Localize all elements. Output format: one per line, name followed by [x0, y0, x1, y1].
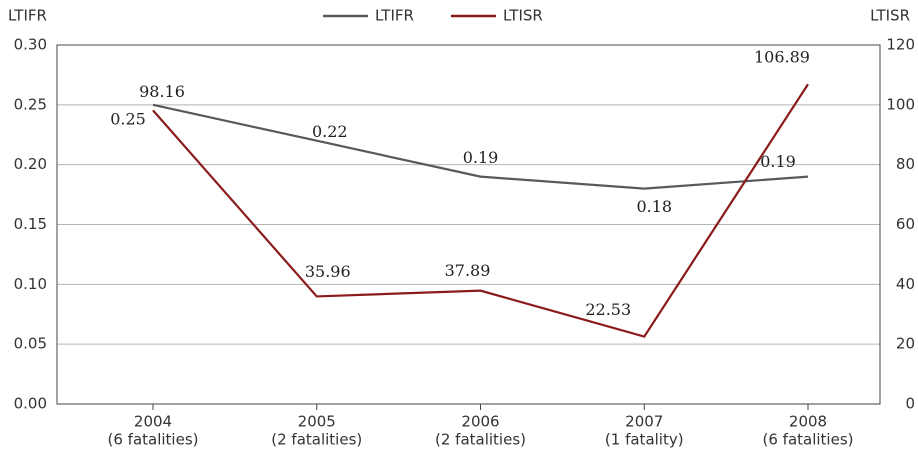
y-tick-label: 0.00 — [14, 395, 47, 413]
data-label: 0.25 — [110, 109, 146, 128]
y2-tick-label: 20 — [896, 335, 915, 353]
y2-tick-label: 0 — [905, 395, 915, 413]
y2-tick-label: 100 — [886, 95, 915, 113]
data-label: 98.16 — [139, 82, 185, 101]
data-label: 0.18 — [636, 197, 672, 216]
y2-axis-title: LTISR — [870, 7, 910, 25]
x-tick-note: (6 fatalities) — [108, 431, 199, 449]
x-tick-label: 2008 — [789, 413, 827, 431]
plot-frame — [56, 44, 881, 405]
data-label: 22.53 — [585, 300, 631, 319]
legend-label: LTISR — [503, 7, 543, 25]
y-axis-title: LTIFR — [8, 7, 47, 25]
x-tick-note: (1 fatality) — [605, 431, 684, 449]
y2-tick-label: 60 — [896, 215, 915, 233]
data-label: 35.96 — [305, 262, 351, 281]
y-tick-label: 0.10 — [14, 275, 47, 293]
x-tick-note: (6 fatalities) — [763, 431, 854, 449]
x-tick-label: 2004 — [134, 413, 172, 431]
y-tick-label: 0.05 — [14, 335, 47, 353]
y-tick-label: 0.20 — [14, 155, 47, 173]
y2-tick-label: 80 — [896, 155, 915, 173]
data-label: 106.89 — [754, 48, 810, 67]
y-tick-label: 0.30 — [14, 36, 47, 54]
data-label: 37.89 — [445, 261, 491, 280]
x-tick-note: (2 fatalities) — [435, 431, 526, 449]
y-tick-label: 0.15 — [14, 215, 47, 233]
x-tick-label: 2007 — [625, 413, 663, 431]
data-label: 0.19 — [760, 152, 796, 171]
legend-label: LTIFR — [375, 7, 414, 25]
y-tick-label: 0.25 — [14, 95, 47, 113]
series-line — [152, 103, 809, 190]
x-tick-label: 2005 — [298, 413, 336, 431]
data-label: 0.22 — [312, 122, 348, 141]
y2-tick-label: 120 — [886, 36, 915, 54]
data-label: 0.19 — [463, 148, 499, 167]
x-tick-label: 2006 — [461, 413, 499, 431]
y2-tick-label: 40 — [896, 275, 915, 293]
x-tick-note: (2 fatalities) — [271, 431, 362, 449]
series-line — [152, 83, 809, 338]
